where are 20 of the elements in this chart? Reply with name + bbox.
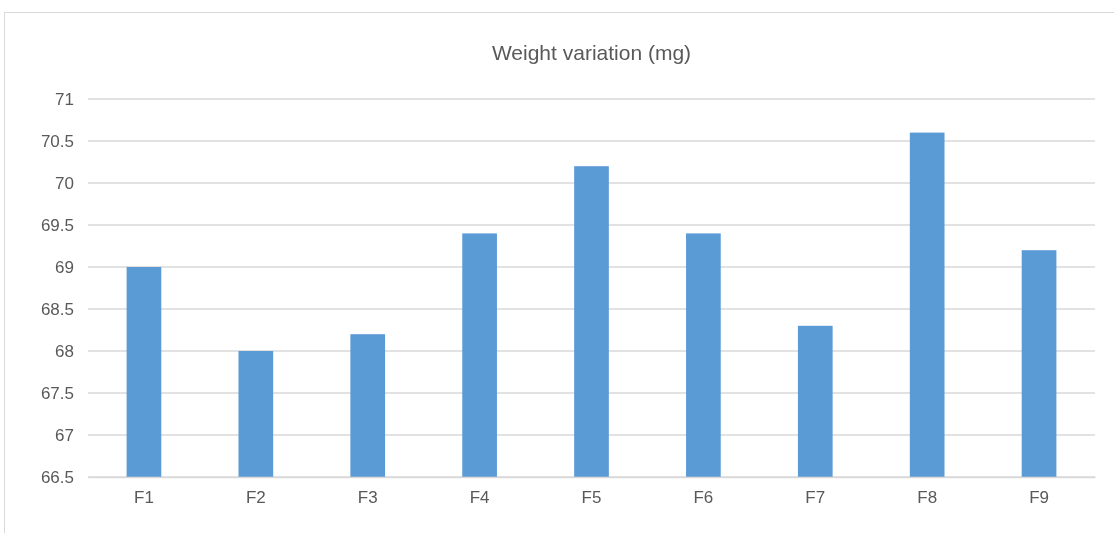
y-tick-label: 70.5 <box>40 131 74 151</box>
y-tick-label: 71 <box>55 89 74 109</box>
y-tick-label: 69 <box>55 257 74 277</box>
x-tick-label: F5 <box>581 488 602 508</box>
x-tick-label: F8 <box>917 488 938 508</box>
y-tick-label: 68 <box>55 341 74 361</box>
y-tick-label: 70 <box>55 173 74 193</box>
y-tick-label: 67 <box>55 425 74 445</box>
y-tick-label: 69.5 <box>40 215 74 235</box>
y-tick-label: 66.5 <box>40 467 74 487</box>
x-tick-label: F3 <box>357 488 378 508</box>
y-tick-label: 68.5 <box>40 299 74 319</box>
x-tick-label: F4 <box>469 488 490 508</box>
x-tick-label: F9 <box>1029 488 1049 508</box>
chart-title: Weight variation (mg) <box>491 41 692 64</box>
x-tick-label: F2 <box>245 488 266 508</box>
x-tick-label: F6 <box>693 488 714 508</box>
x-tick-label: F7 <box>805 488 826 508</box>
x-tick-label: F1 <box>134 488 154 508</box>
y-tick-label: 67.5 <box>40 383 74 403</box>
